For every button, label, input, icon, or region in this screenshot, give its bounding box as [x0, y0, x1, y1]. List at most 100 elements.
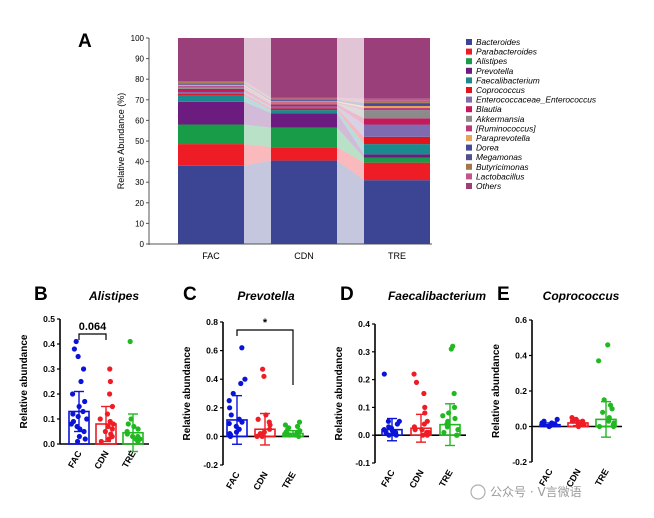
stack-segment	[178, 38, 244, 82]
stack-connector	[244, 82, 271, 100]
data-point	[424, 418, 430, 424]
stack-connector	[244, 124, 271, 148]
y-tick-label: 0.2	[43, 389, 55, 399]
data-point	[282, 422, 289, 428]
y-tick-label: 80	[135, 75, 144, 84]
legend-swatch	[466, 96, 472, 103]
stack-segment	[271, 98, 337, 100]
stack-connector	[244, 83, 271, 102]
y-axis-label: Relative Abundance (%)	[116, 93, 126, 190]
data-point	[124, 428, 130, 435]
data-point	[127, 338, 133, 345]
y-tick-label: 0.1	[358, 402, 370, 412]
y-tick-label: 0.8	[206, 317, 218, 327]
stack-segment	[364, 105, 430, 109]
data-point	[75, 353, 81, 360]
data-point	[600, 409, 606, 415]
data-point	[81, 428, 87, 435]
x-tick-label: TRE	[593, 467, 611, 488]
y-axis-label: Relative abundance	[182, 346, 193, 440]
data-point	[267, 426, 273, 432]
data-point	[129, 433, 136, 440]
legend-swatch	[466, 135, 472, 141]
y-axis-label: Relative abundance	[491, 344, 502, 438]
y-tick-label: -0.2	[512, 457, 527, 467]
x-tick-label: TRE	[388, 251, 406, 261]
legend-label: Enterococcaceae_Enterococcus	[476, 95, 597, 105]
y-tick-label: 0.2	[358, 375, 370, 385]
stack-connector	[337, 100, 364, 106]
legend-swatch	[466, 183, 472, 189]
data-point	[227, 405, 233, 411]
stack-connector	[244, 160, 271, 244]
data-point	[98, 438, 104, 445]
stack-segment	[271, 38, 337, 98]
data-point	[236, 416, 242, 422]
stack-segment	[178, 82, 244, 84]
legend-label: Dorea	[476, 143, 499, 153]
panel-letter: B	[34, 284, 48, 305]
legend-swatch	[466, 173, 472, 180]
data-point	[413, 379, 420, 385]
stack-segment	[178, 83, 244, 85]
stack-segment	[364, 102, 430, 104]
stack-segment	[271, 160, 337, 244]
y-tick-label: 0.3	[43, 364, 55, 374]
data-point	[74, 423, 80, 430]
y-tick-label: 0.0	[515, 422, 527, 432]
legend-label: Alistipes	[475, 56, 508, 66]
y-tick-label: 10	[135, 219, 144, 228]
data-point	[396, 418, 402, 424]
stack-segment	[271, 103, 337, 105]
data-point	[451, 390, 457, 397]
stack-connector	[337, 160, 364, 244]
data-point	[76, 433, 82, 440]
y-axis-label: Relative abundance	[334, 346, 345, 440]
stack-segment	[364, 118, 430, 125]
data-point	[420, 432, 426, 438]
stack-segment	[364, 144, 430, 155]
y-tick-label: 0.2	[515, 386, 527, 396]
data-point	[580, 418, 586, 424]
data-point	[78, 378, 84, 385]
stack-segment	[178, 95, 244, 102]
panel-title: Alistipes	[88, 289, 139, 303]
legend-swatch	[466, 106, 472, 113]
data-point	[569, 415, 575, 421]
legend-label: Prevotella	[476, 66, 514, 76]
legend-label: Coprococcus	[476, 85, 526, 95]
wechat-icon	[470, 484, 486, 500]
y-tick-label: 0.0	[43, 439, 55, 449]
stack-connector	[337, 110, 364, 155]
data-point	[596, 423, 603, 430]
data-point	[605, 342, 611, 348]
data-point	[106, 391, 113, 397]
data-point	[554, 416, 560, 422]
data-point	[445, 418, 451, 424]
stack-connector	[244, 91, 271, 109]
y-tick-label: 0.2	[206, 403, 218, 413]
panel-letter: C	[183, 284, 197, 305]
x-tick-label: TRE	[437, 468, 455, 489]
legend-swatch	[466, 77, 472, 84]
stack-segment	[271, 100, 337, 102]
y-tick-label: 0.3	[358, 347, 370, 357]
x-tick-label: CDN	[407, 468, 425, 490]
stack-connector	[337, 99, 364, 104]
legend-label: [Ruminococcus]	[475, 123, 536, 133]
data-point	[381, 371, 387, 377]
stack-segment	[178, 94, 244, 96]
y-tick-label: 0.5	[43, 314, 55, 324]
y-tick-label: 0.4	[206, 374, 218, 384]
data-point	[102, 428, 108, 435]
y-tick-label: 20	[135, 199, 144, 208]
stack-segment	[364, 180, 430, 244]
data-point	[266, 419, 272, 425]
y-tick-label: 30	[135, 178, 144, 187]
stack-segment	[364, 124, 430, 137]
data-point	[226, 420, 232, 427]
stack-segment	[178, 101, 244, 125]
data-point	[228, 412, 234, 418]
legend-swatch	[466, 67, 472, 74]
legend-label: Lactobacillus	[476, 171, 525, 181]
